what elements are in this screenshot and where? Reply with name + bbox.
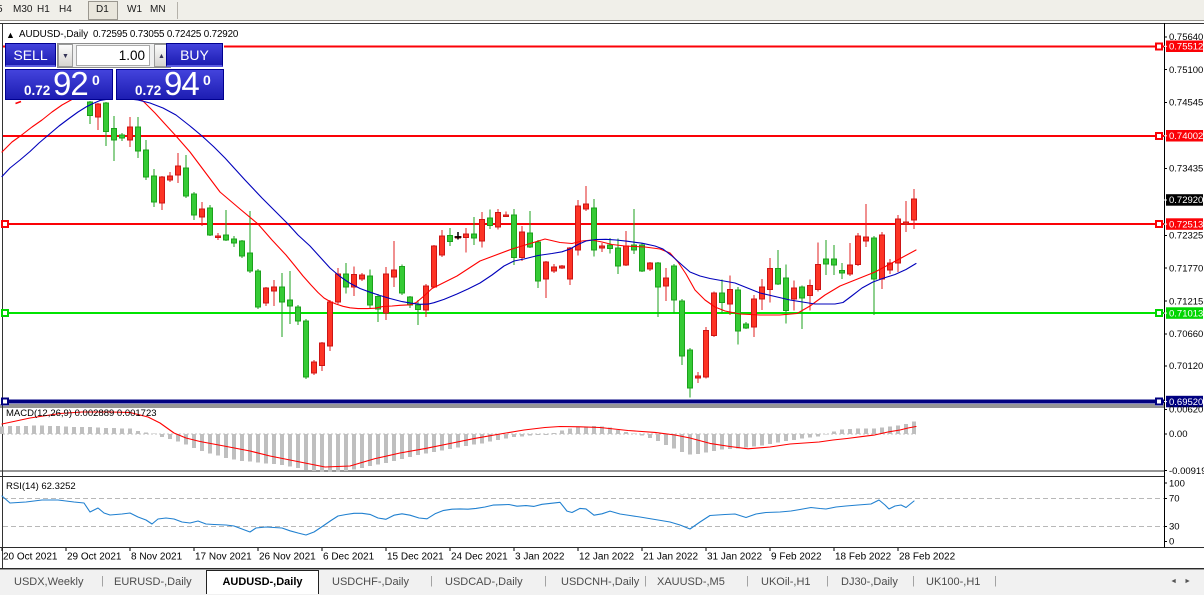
svg-text:0.00: 0.00: [1169, 429, 1188, 440]
svg-text:0.73435: 0.73435: [1169, 164, 1203, 175]
svg-text:17 Nov 2021: 17 Nov 2021: [195, 552, 252, 563]
svg-text:21 Jan 2022: 21 Jan 2022: [643, 552, 698, 563]
svg-text:31 Jan 2022: 31 Jan 2022: [707, 552, 762, 563]
svg-text:24 Dec 2021: 24 Dec 2021: [451, 552, 508, 563]
svg-text:0: 0: [1169, 537, 1174, 548]
svg-text:8 Nov 2021: 8 Nov 2021: [131, 552, 183, 563]
svg-text:0.71215: 0.71215: [1169, 296, 1203, 307]
svg-text:0.70120: 0.70120: [1169, 361, 1203, 372]
svg-text:MACD(12,26,9) 0.002889 0.00172: MACD(12,26,9) 0.002889 0.001723: [6, 408, 157, 419]
svg-text:0.70660: 0.70660: [1169, 329, 1203, 340]
svg-text:29 Oct 2021: 29 Oct 2021: [67, 552, 122, 563]
svg-text:6 Dec 2021: 6 Dec 2021: [323, 552, 375, 563]
svg-text:20 Oct 2021: 20 Oct 2021: [3, 552, 58, 563]
svg-text:0.71013: 0.71013: [1169, 308, 1203, 319]
svg-text:30: 30: [1169, 522, 1180, 533]
svg-text:12 Jan 2022: 12 Jan 2022: [579, 552, 634, 563]
svg-text:0.71770: 0.71770: [1169, 263, 1203, 274]
svg-text:0.74002: 0.74002: [1169, 131, 1203, 142]
svg-text:3 Jan 2022: 3 Jan 2022: [515, 552, 565, 563]
svg-text:0.006201: 0.006201: [1169, 405, 1204, 416]
svg-text:0.74545: 0.74545: [1169, 98, 1203, 109]
svg-text:RSI(14) 62.3252: RSI(14) 62.3252: [6, 481, 76, 492]
svg-text:0.72325: 0.72325: [1169, 231, 1203, 242]
svg-text:28 Feb 2022: 28 Feb 2022: [899, 552, 956, 563]
svg-text:70: 70: [1169, 494, 1180, 505]
svg-text:0.69520: 0.69520: [1169, 397, 1203, 408]
svg-text:15 Dec 2021: 15 Dec 2021: [387, 552, 444, 563]
svg-text:0.75100: 0.75100: [1169, 65, 1203, 76]
svg-text:-0.00919: -0.00919: [1169, 466, 1204, 477]
svg-text:26 Nov 2021: 26 Nov 2021: [259, 552, 316, 563]
svg-text:0.72513: 0.72513: [1169, 219, 1203, 230]
svg-text:100: 100: [1169, 478, 1185, 489]
svg-text:0.75512: 0.75512: [1169, 42, 1203, 53]
svg-text:0.72920: 0.72920: [1169, 195, 1203, 206]
svg-text:9 Feb 2022: 9 Feb 2022: [771, 552, 822, 563]
svg-text:18 Feb 2022: 18 Feb 2022: [835, 552, 892, 563]
svg-text:0.75640: 0.75640: [1169, 32, 1203, 43]
